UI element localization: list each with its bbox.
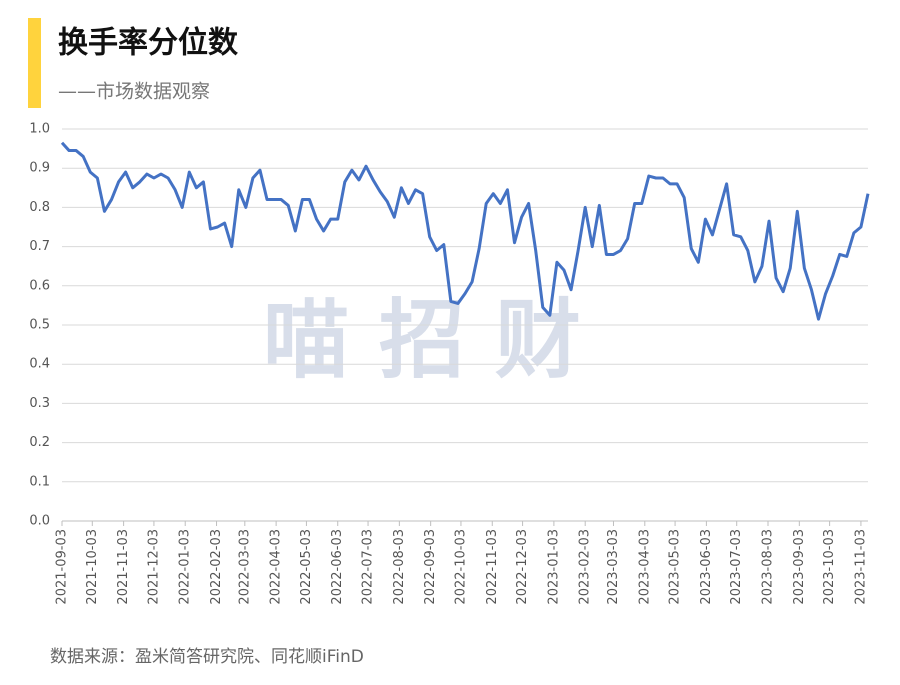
x-tick-label: 2022-12-03 [515,529,530,605]
x-tick-label: 2021-12-03 [146,529,161,605]
y-tick-label: 0.7 [29,239,50,254]
x-tick-label: 2023-09-03 [792,529,807,605]
data-line [60,141,870,321]
x-tick-label: 2021-09-03 [55,529,70,605]
chart-title: 换手率分位数 [58,26,239,61]
x-tick-label: 2022-10-03 [453,529,468,605]
watermark: 喵 招 财 [263,290,581,390]
source-note: 数据来源：盈米简答研究院、同花顺iFinD [50,647,364,667]
y-tick-label: 0.3 [29,396,50,411]
y-tick-label: 0.1 [29,474,50,489]
y-tick-label: 0.4 [29,357,50,372]
y-tick-label: 0.5 [29,318,50,333]
x-tick-label: 2021-10-03 [85,529,100,605]
y-tick-label: 0.2 [29,435,50,450]
title-accent [28,18,41,108]
x-tick-label: 2023-01-03 [546,529,561,605]
x-tick-label: 2022-02-03 [209,529,224,605]
x-tick-label: 2023-07-03 [729,529,744,605]
y-tick-label: 0.8 [29,200,50,215]
x-tick-label: 2022-04-03 [269,529,284,605]
y-tick-label: 0.0 [29,514,50,529]
x-tick-label: 2023-05-03 [668,529,683,605]
x-tick-label: 2022-01-03 [178,529,193,605]
chart-subtitle: ——市场数据观察 [58,81,210,103]
x-tick-label: 2023-02-03 [578,529,593,605]
x-tick-label: 2022-11-03 [485,529,500,605]
x-tick-label: 2023-04-03 [637,529,652,605]
x-tick-label: 2023-08-03 [761,529,776,605]
x-tick-label: 2022-09-03 [423,529,438,605]
x-tick-label: 2023-06-03 [699,529,714,605]
x-tick-label: 2022-03-03 [237,529,252,605]
y-tick-label: 0.9 [29,161,50,176]
x-tick-label: 2021-11-03 [116,529,131,605]
x-tick-label: 2023-11-03 [853,529,868,605]
y-tick-label: 1.0 [29,122,50,137]
x-tick-label: 2022-07-03 [361,529,376,605]
x-tick-label: 2022-06-03 [330,529,345,605]
x-tick-label: 2023-03-03 [606,529,621,605]
x-tick-label: 2022-05-03 [299,529,314,605]
x-tick-label: 2023-10-03 [822,529,837,605]
x-tick-label: 2022-08-03 [392,529,407,605]
y-tick-label: 0.6 [29,278,50,293]
